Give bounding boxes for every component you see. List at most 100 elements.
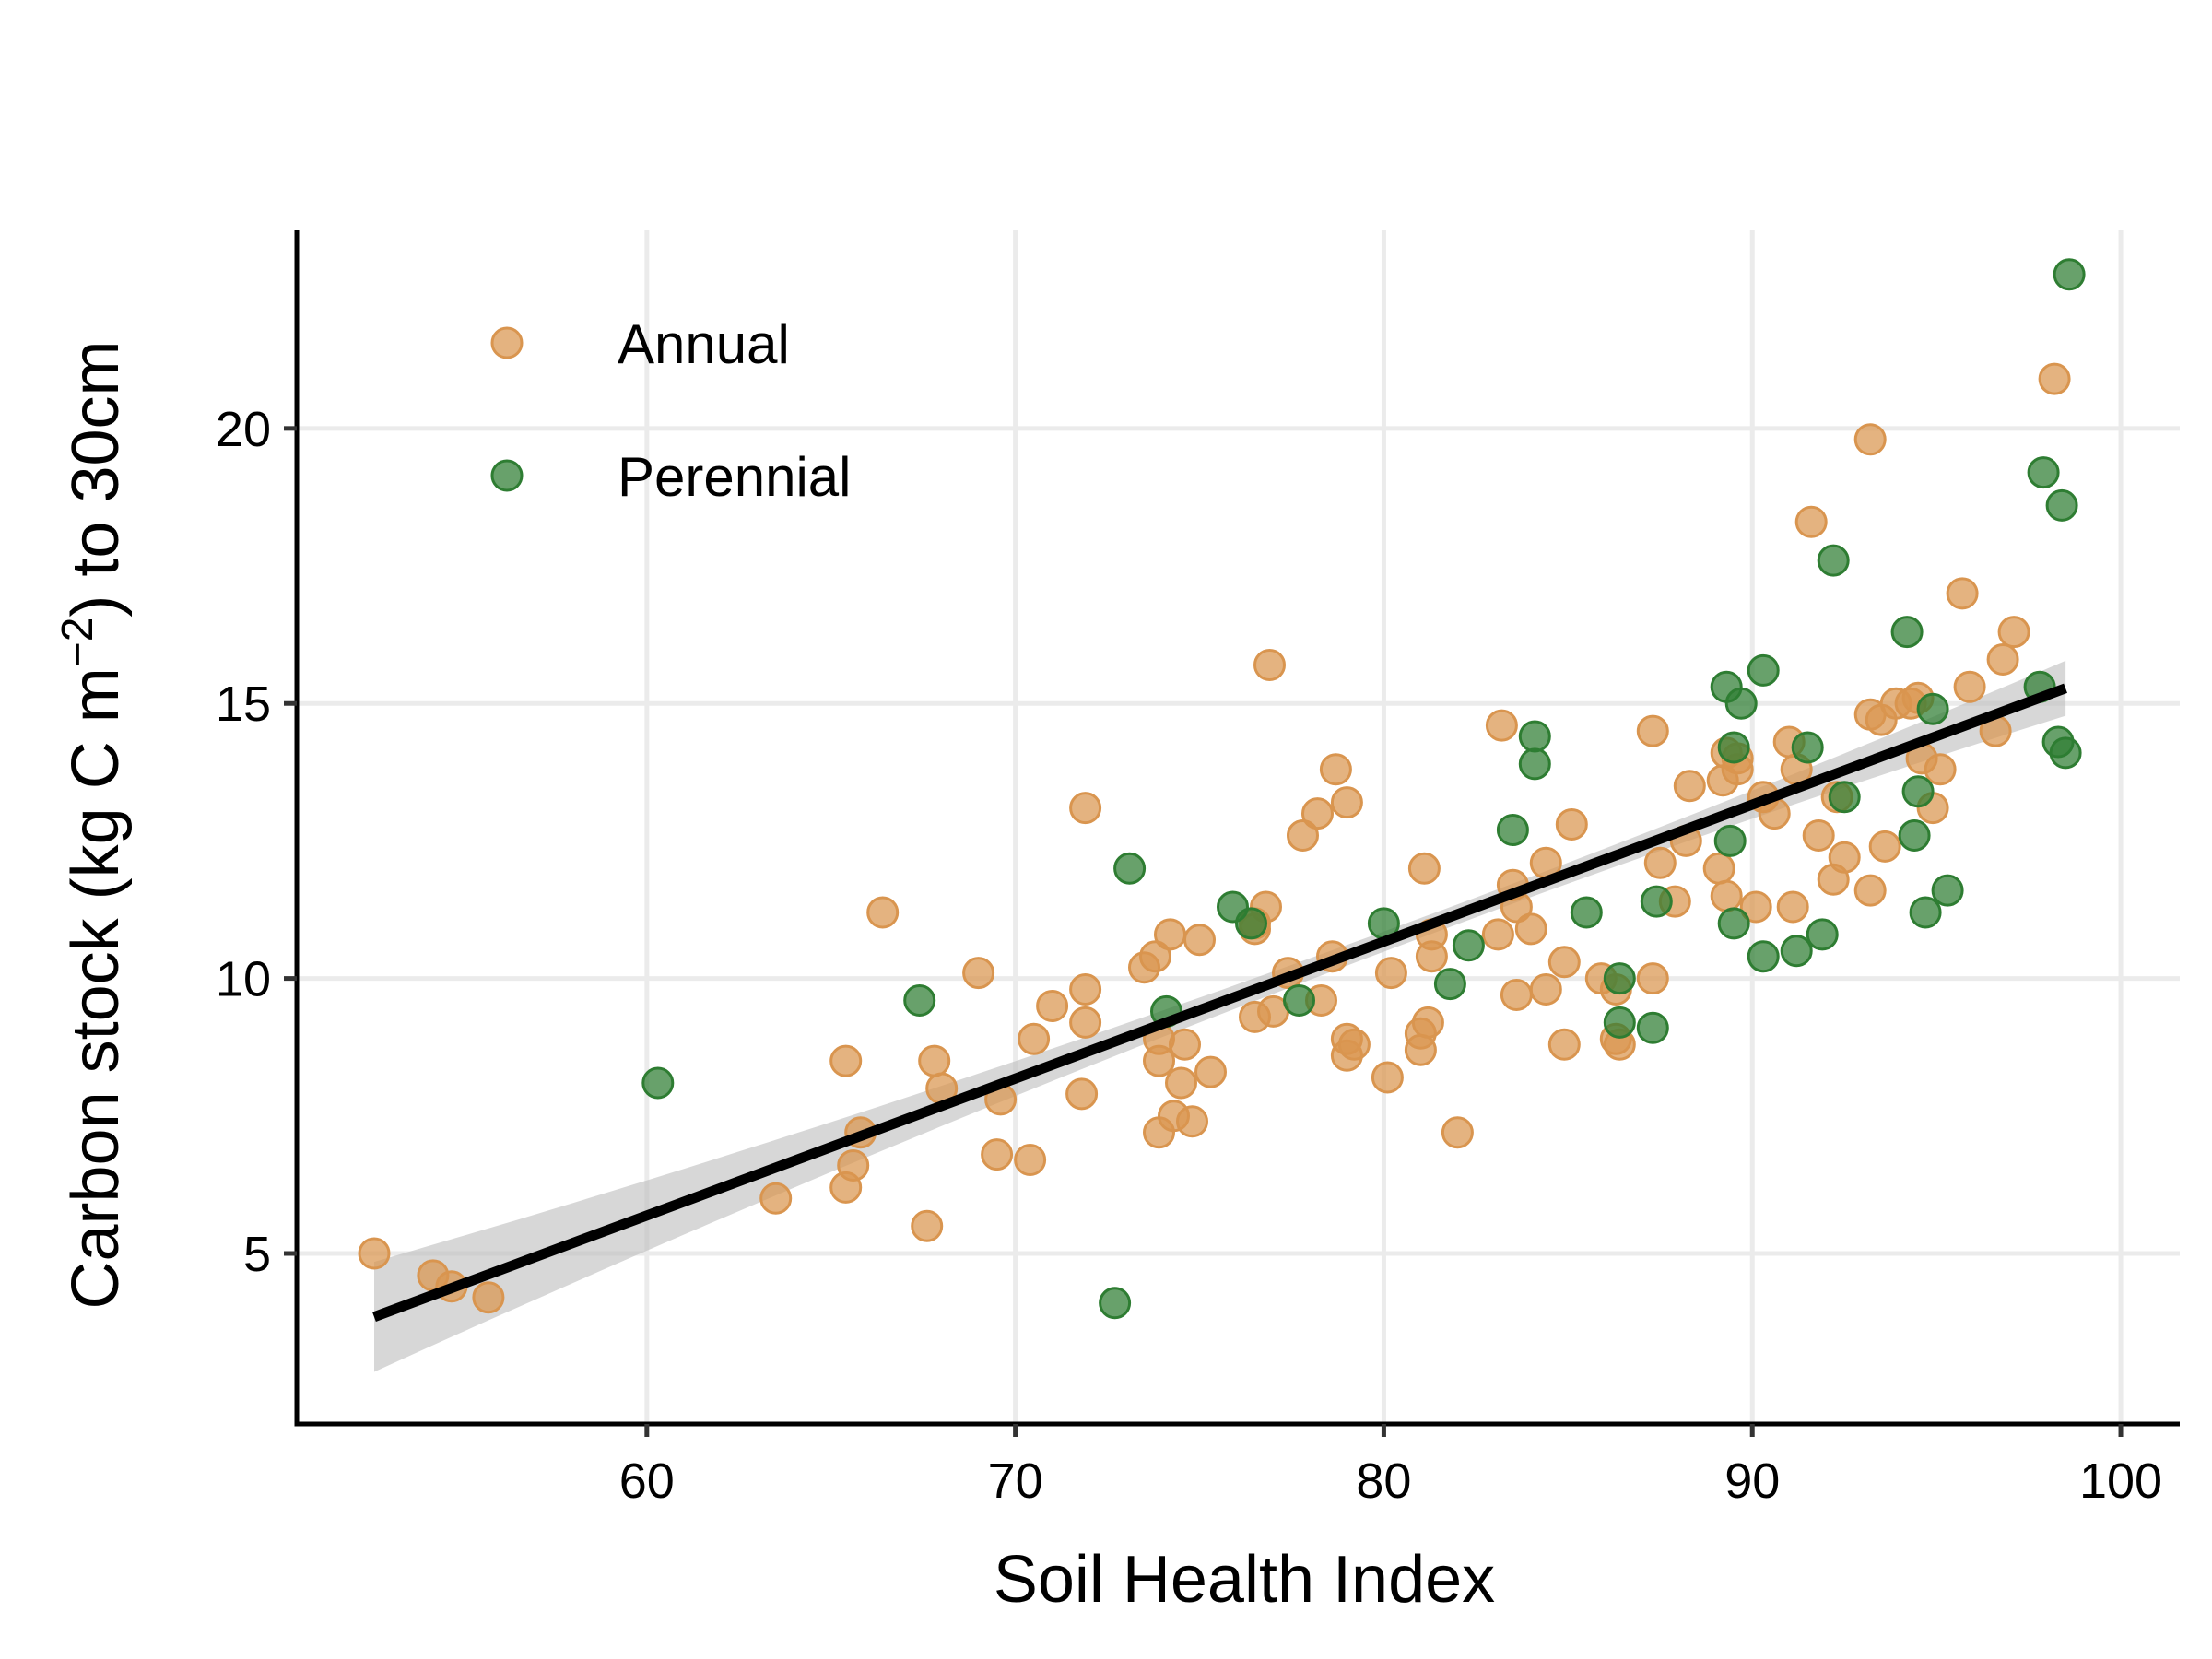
perennial-point [1640, 885, 1673, 918]
perennial-point [1747, 653, 1780, 687]
legend-perennial-label: Perennial [618, 446, 852, 508]
annual-point [1710, 879, 1743, 912]
annual-point [1176, 1105, 1208, 1138]
annual-point [1169, 1028, 1201, 1061]
perennial-point [1817, 544, 1850, 577]
annual-point [866, 896, 900, 929]
annual-point [981, 1138, 1014, 1171]
annual-point [1253, 649, 1286, 681]
annual-point [1301, 797, 1334, 830]
annual-point [1547, 1028, 1581, 1061]
tick-labels: 60 70 80 90 100 5 10 15 20 [216, 402, 2162, 1509]
perennial-point [2049, 736, 2082, 770]
annual-point [1702, 852, 1735, 885]
legend-perennial-marker [490, 459, 524, 492]
perennial-point [1717, 907, 1750, 940]
perennial-point [1603, 1006, 1636, 1039]
annual-point [1481, 918, 1514, 951]
perennial-point [1713, 824, 1747, 857]
trendline-layer [372, 683, 2067, 1322]
perennial-point [1898, 819, 1931, 852]
y-tick-label: 15 [216, 677, 271, 732]
y-axis-title-tail: ) to 30cm [59, 340, 133, 617]
annual-point [1853, 874, 1887, 907]
annual-point [1776, 890, 1809, 924]
perennial-point [1724, 687, 1758, 720]
annual-point [1802, 819, 1835, 852]
annual-point [759, 1182, 793, 1215]
trend-line [372, 683, 2067, 1322]
annual-point [1154, 918, 1186, 951]
annual-point [837, 1149, 870, 1182]
perennial-point [1791, 731, 1824, 764]
perennial-point [1890, 616, 1924, 649]
perennial-point [1099, 1287, 1132, 1320]
annual-point [1407, 852, 1441, 885]
perennial-point [1931, 874, 1964, 907]
annual-point [1953, 670, 1986, 703]
perennial-point [1433, 968, 1466, 1001]
y-axis-title-main: Carbon stock (kg C m [59, 667, 133, 1309]
perennial-point [1901, 775, 1935, 808]
annual-point [1374, 957, 1407, 990]
perennial-point [1518, 720, 1551, 753]
annual-point [1514, 912, 1547, 946]
perennial-point [1828, 781, 1861, 814]
annual-point [1337, 1028, 1371, 1061]
annual-point [1868, 830, 1901, 863]
perennial-point [1780, 935, 1813, 968]
perennial-point [1235, 907, 1267, 940]
legend: Annual Perennial [490, 313, 852, 508]
legend-annual-label: Annual [618, 313, 790, 375]
annual-point [1636, 714, 1669, 747]
annual-point [1924, 753, 1957, 786]
perennial-point [2053, 258, 2086, 291]
perennial-point [2027, 456, 2060, 489]
perennial-point [1909, 896, 1942, 929]
x-tick-label: 60 [619, 1453, 675, 1509]
annual-point [962, 957, 995, 990]
data-points-layer [358, 258, 2086, 1320]
perennial-point [641, 1066, 675, 1100]
axes [284, 230, 2180, 1437]
perennial-point [1518, 747, 1551, 781]
annual-point [1636, 962, 1669, 995]
legend-annual-marker [490, 326, 524, 359]
perennial-point [1570, 896, 1603, 929]
x-tick-label: 100 [2079, 1453, 2162, 1509]
y-tick-label: 20 [216, 402, 271, 457]
y-axis-title-superscript: −2 [53, 618, 102, 668]
annual-point [1330, 786, 1363, 819]
annual-point [1547, 946, 1581, 979]
annual-point [1139, 940, 1171, 973]
annual-point [1997, 616, 2030, 649]
annual-point [1794, 505, 1828, 538]
annual-point [358, 1237, 391, 1270]
annual-point [1529, 973, 1562, 1006]
x-tick-label: 70 [988, 1453, 1043, 1509]
annual-point [2038, 362, 2071, 395]
perennial-point [1603, 962, 1636, 995]
annual-point [1555, 808, 1588, 841]
confidence-band [374, 660, 2066, 1372]
annual-point [1415, 940, 1448, 973]
perennial-point [1806, 918, 1839, 951]
annual-point [918, 1044, 951, 1077]
annual-point [1143, 1044, 1175, 1077]
y-tick-label: 5 [243, 1227, 271, 1282]
annual-point [1441, 1116, 1474, 1149]
annual-point [1411, 1006, 1444, 1039]
perennial-point [1452, 929, 1485, 962]
annual-point [1069, 1006, 1102, 1039]
annual-point [1828, 841, 1861, 874]
x-tick-label: 80 [1356, 1453, 1411, 1509]
annual-point [1986, 643, 2019, 676]
x-tick-label: 90 [1724, 1453, 1780, 1509]
annual-point [911, 1209, 944, 1242]
annual-point [1643, 846, 1677, 879]
perennial-point [1747, 940, 1780, 973]
y-tick-label: 10 [216, 952, 271, 1007]
x-axis-title: Soil Health Index [994, 1543, 1495, 1617]
perennial-point [1113, 852, 1147, 885]
